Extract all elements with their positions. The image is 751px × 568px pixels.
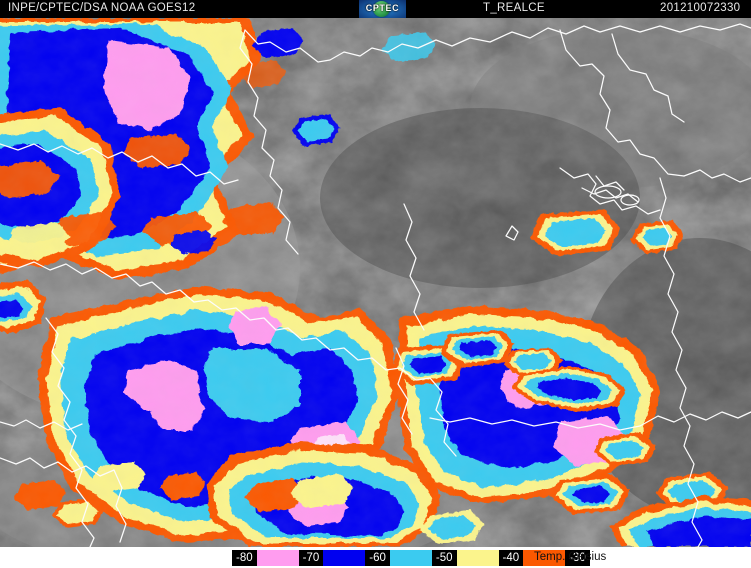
legend-swatch-orange xyxy=(523,550,566,566)
legend-tick-50: -50 xyxy=(435,552,453,564)
temperature-legend: -80 -70 -60 -50 -40 -30 xyxy=(232,550,590,566)
cptec-logo-text: CPTEC xyxy=(365,3,400,13)
legend-footer: -80 -70 -60 -50 -40 -30 Temp. Celsius xyxy=(0,547,751,568)
legend-tick-40: -40 xyxy=(502,552,520,564)
legend-swatch-pink xyxy=(256,550,299,566)
satellite-image xyxy=(0,18,751,547)
globe-icon xyxy=(373,1,390,17)
satellite-canvas xyxy=(0,18,751,547)
legend-tick-80: -80 xyxy=(236,552,253,564)
header-bar: INPE/CPTEC/DSA NOAA GOES12 CPTEC T_REALC… xyxy=(0,0,751,18)
legend-swatch-yellow xyxy=(456,550,499,566)
legend-tick-30: -30 xyxy=(569,552,586,564)
legend-swatch-cyan xyxy=(389,550,432,566)
timestamp-label: 201210072330 xyxy=(660,2,741,14)
legend-tick-60: -60 xyxy=(369,552,386,564)
legend-tick-70: -70 xyxy=(302,552,320,564)
cptec-logo-icon: CPTEC xyxy=(359,0,406,18)
legend-unit-label: Temp. Celsius xyxy=(534,551,607,563)
legend-swatch-blue xyxy=(323,550,366,566)
source-label: INPE/CPTEC/DSA NOAA GOES12 xyxy=(8,2,196,14)
product-label: T_REALCE xyxy=(483,2,545,14)
